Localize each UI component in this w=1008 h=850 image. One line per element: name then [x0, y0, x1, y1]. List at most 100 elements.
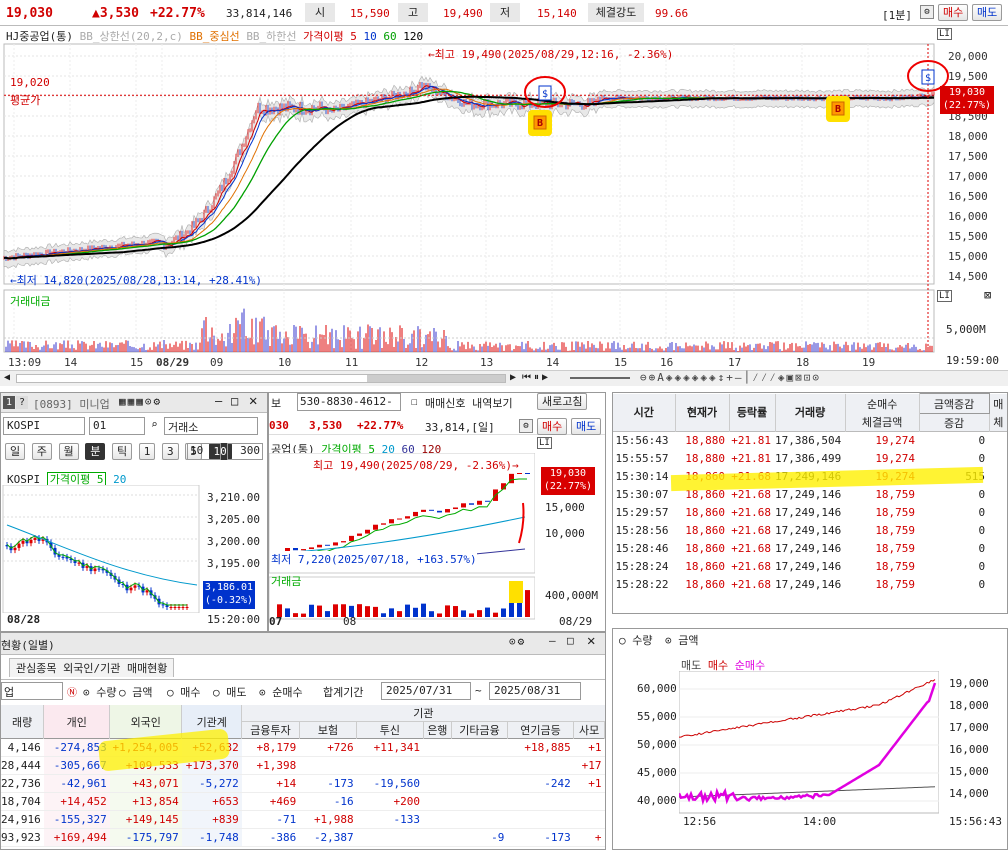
trade-row[interactable]: 15:30:07 18,860 +21.68 17,249,146 18,759 0	[613, 486, 1007, 504]
mini-index-panel: 1 ? [0893] 미니업 ▦▦▦⊙⚙ – □ ✕ KOSPI 01 ⌕ 거래…	[0, 392, 268, 632]
exchange-select[interactable]: 거래소	[164, 417, 258, 435]
daily-rate: +22.77%	[357, 419, 404, 432]
signal-checkbox[interactable]: ☐	[411, 395, 418, 408]
daily-lock-icon[interactable]: LI	[537, 437, 552, 449]
scroll-right-icon[interactable]: ▶	[510, 372, 517, 383]
current-price-marker: 19,030 (22.77%)	[940, 86, 994, 114]
investor-row[interactable]: 28,444-305,667+109,533+173,370+1,398+17	[1, 756, 605, 775]
volume-plot-area	[3, 289, 935, 353]
th-amount-select[interactable]: 금액증감	[918, 393, 990, 414]
mini-current-value: 3,186.01	[204, 582, 254, 593]
trade-cell: 0	[978, 434, 986, 448]
investor-row[interactable]: 22,736 -42,961 +43,071 -5,272 +14 -173 -19,560…	[1, 774, 605, 793]
main-price-chart: 20,00019,50019,00018,50018,00017,50017,0…	[3, 43, 988, 369]
refresh-button[interactable]: 새로고침	[537, 393, 588, 410]
period-day[interactable]: 일	[5, 443, 26, 460]
stock-select[interactable]: 업	[1, 682, 63, 700]
trade-cell: 17,249,146	[775, 542, 842, 555]
mini-candle	[69, 558, 73, 561]
mini-window-icons[interactable]: ▦▦▦⊙⚙	[119, 395, 163, 408]
chart-lock-icon[interactable]: LI	[937, 28, 952, 40]
scrollbar-thumb[interactable]	[367, 375, 505, 382]
trade-row[interactable]: 15:29:57 18,860 +21.68 17,249,146 18,759 0	[613, 504, 1007, 522]
investor-window-icons[interactable]: ⊙⚙	[509, 635, 527, 648]
x-tick-label: 17	[728, 356, 741, 369]
period-3[interactable]: 3	[162, 443, 179, 460]
count-input[interactable]: 300	[227, 443, 263, 460]
search-icon[interactable]: ⌕	[151, 418, 158, 431]
zoom-slider[interactable]	[570, 377, 630, 379]
scroll-left-icon[interactable]: ◀	[4, 372, 11, 383]
ith-5: 보험	[299, 721, 358, 739]
daily-sell-button[interactable]: 매도	[571, 418, 602, 435]
daily-candle	[445, 509, 450, 513]
playback-controls-icon[interactable]: ⏮⏸▶	[522, 372, 552, 383]
radio-quantity[interactable]: ○ 수량	[619, 634, 653, 647]
volume-lock-icon[interactable]: LI	[937, 290, 952, 302]
trade-row[interactable]: 15:55:57 18,880 +21.81 17,386,499 19,274 0	[613, 450, 1007, 468]
investor-cell: -5,272	[181, 774, 242, 793]
investor-maximize-icon[interactable]: □	[567, 634, 574, 647]
chart-scrollbar[interactable]	[16, 374, 506, 383]
daily-volume-bar	[365, 606, 370, 617]
trade-row[interactable]: 15:28:46 18,860 +21.68 17,249,146 18,759 0	[613, 540, 1007, 558]
investor-minimize-icon[interactable]: –	[549, 634, 556, 647]
investor-row[interactable]: 4,146-274,853+1,254,005+52,632+8,179+726…	[1, 738, 605, 757]
n-icon[interactable]: Ⓝ	[67, 688, 77, 699]
interval-select[interactable]: 10	[187, 443, 221, 460]
trade-row[interactable]: 15:28:22 18,860 +21.68 17,249,146 18,759 0	[613, 576, 1007, 594]
daily-settings-icon[interactable]: ⚙	[519, 419, 533, 433]
settings-icon[interactable]: ⚙	[920, 5, 934, 19]
price-change: ▲3,530	[92, 6, 139, 21]
radio-buy[interactable]: ○ 매수	[167, 686, 201, 699]
daily-buy-button[interactable]: 매수	[537, 418, 568, 435]
buy-marker-text: B	[835, 104, 841, 115]
daily-volume-bar	[421, 603, 426, 617]
maximize-icon[interactable]: □	[231, 394, 239, 408]
investor-cell	[423, 829, 452, 847]
period-minute[interactable]: 분	[85, 443, 106, 460]
buy-button[interactable]: 매수	[938, 4, 969, 21]
trade-cell: 18,860	[685, 578, 725, 591]
flow-buy-line	[679, 679, 936, 738]
sell-button[interactable]: 매도	[972, 4, 1003, 21]
legend-bb-upper: BB_상한선(20,2,c)	[79, 30, 183, 43]
date-to-input[interactable]: 2025/08/31	[489, 682, 581, 700]
trade-cell: 0	[978, 488, 986, 501]
radio-buy-label: 매수	[180, 686, 201, 699]
trade-cell: +21.68	[731, 506, 771, 519]
interval-label[interactable]: [1분]	[882, 9, 912, 22]
account-select[interactable]: 530-8830-4612-	[297, 393, 401, 411]
radio-amt[interactable]: ○ 금액	[119, 686, 153, 699]
date-from-input[interactable]: 2025/07/31	[381, 682, 471, 700]
period-tick[interactable]: 틱	[112, 443, 133, 460]
trade-row[interactable]: 15:28:56 18,860 +21.68 17,249,146 18,759 0	[613, 522, 1007, 540]
investor-row[interactable]: 93,923 +169,494 -175,797 -1,748 -386 -2,387 -9…	[1, 828, 605, 847]
period-month[interactable]: 월	[58, 443, 79, 460]
index-code-input[interactable]: KOSPI	[3, 417, 85, 435]
investor-row[interactable]: 18,704 +14,452 +13,854 +653 +469 -16 +200	[1, 792, 605, 811]
mini-time: 15:20:00	[207, 613, 260, 626]
mini-candle	[169, 607, 173, 608]
radio-qty[interactable]: ⊙ 수량	[83, 686, 117, 699]
tab-investor-trades[interactable]: 관심종목 외국인/기관 매매현황	[9, 658, 175, 677]
close-icon[interactable]: ✕	[249, 393, 258, 409]
period-1[interactable]: 1	[138, 443, 156, 460]
radio-net[interactable]: ⊙ 순매수	[259, 686, 303, 699]
trade-row[interactable]: 15:28:24 18,860 +21.68 17,249,146 18,759 0	[613, 558, 1007, 576]
index-subcode-input[interactable]: 01	[89, 417, 145, 435]
volume-close-icon[interactable]: ⊠	[984, 288, 992, 302]
drawing-tools-icons[interactable]: ⊖⊕A◈◈◈◈◈◈↕+–│⁄⁄⁄◈▣⊠⊡⊙	[640, 371, 822, 384]
minimize-icon[interactable]: –	[215, 394, 223, 408]
mini-candle	[41, 539, 45, 541]
investor-row[interactable]: 24,916 -155,327 +149,145 +839 -71 +1,988 -133	[1, 810, 605, 829]
radio-sell[interactable]: ○ 매도	[213, 686, 247, 699]
trade-row[interactable]: 15:56:43 18,880 +21.81 17,386,504 19,274 0	[613, 432, 1007, 450]
flow-y-left-tick: 40,000	[637, 794, 677, 807]
radio-amount[interactable]: ⊙ 금액	[665, 634, 699, 647]
daily-volume-label: 거래금	[271, 575, 302, 588]
investor-cell: 24,916	[1, 813, 41, 826]
mini-candle	[17, 543, 21, 548]
period-week[interactable]: 주	[31, 443, 52, 460]
investor-close-icon[interactable]: ✕	[587, 633, 596, 649]
